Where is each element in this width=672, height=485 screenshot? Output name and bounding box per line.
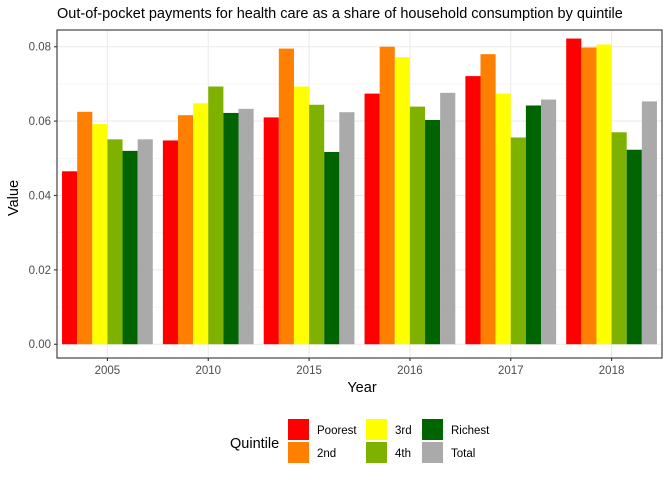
bar-richest-2005	[122, 150, 138, 345]
y-tick-label: 0.08	[29, 42, 51, 54]
legend-label-poorest: Poorest	[317, 425, 357, 437]
legend-title: Quintile	[230, 436, 279, 452]
bar-poorest-2010	[162, 140, 178, 345]
y-tick-label: 0.06	[29, 116, 51, 128]
bar-4th-2015	[309, 104, 325, 345]
bar-total-2015	[339, 112, 355, 345]
bar-2nd-2018	[581, 47, 597, 345]
bar-3rd-2018	[596, 44, 612, 345]
y-axis-label: Value	[6, 180, 22, 216]
bar-4th-2017	[510, 137, 526, 345]
bar-3rd-2016	[394, 57, 410, 345]
legend-label-3rd: 3rd	[395, 425, 412, 437]
legend-key-4th	[366, 442, 387, 463]
bar-2nd-2017	[480, 54, 496, 345]
x-tick-label: 2017	[498, 365, 524, 377]
x-tick-label: 2018	[599, 365, 625, 377]
x-tick-label: 2015	[296, 365, 322, 377]
bar-3rd-2017	[495, 93, 511, 345]
bar-richest-2015	[324, 151, 340, 345]
bar-total-2010	[238, 108, 254, 345]
bar-3rd-2015	[293, 86, 310, 345]
x-axis-label: Year	[347, 380, 376, 396]
bar-total-2017	[541, 99, 557, 345]
bar-richest-2016	[425, 119, 441, 345]
chart-title: Out-of-pocket payments for health care a…	[57, 6, 623, 22]
x-tick-label: 2010	[195, 365, 221, 377]
legend-key-total	[422, 442, 443, 463]
bar-richest-2018	[626, 149, 642, 345]
bar-total-2005	[137, 139, 153, 345]
y-tick-label: 0.04	[29, 190, 52, 202]
y-tick-label: 0.00	[29, 339, 51, 351]
legend-key-3rd	[366, 419, 387, 440]
legend-key-poorest	[288, 419, 309, 440]
bar-2nd-2016	[379, 46, 395, 345]
bar-2nd-2010	[178, 115, 194, 345]
legend-label-2nd: 2nd	[317, 448, 336, 460]
bar-4th-2005	[107, 139, 123, 345]
bar-richest-2010	[223, 112, 239, 345]
bar-total-2016	[440, 92, 456, 345]
legend-label-richest: Richest	[451, 425, 490, 437]
bar-poorest-2017	[465, 76, 481, 345]
legend-label-4th: 4th	[395, 448, 411, 460]
bar-3rd-2005	[92, 124, 108, 345]
bar-2nd-2015	[278, 48, 294, 345]
legend: Quintile Poorest 2nd 3rd 4th Richest Total	[230, 419, 490, 463]
bar-poorest-2018	[566, 38, 582, 345]
bar-poorest-2015	[263, 117, 279, 345]
bar-poorest-2016	[364, 93, 380, 345]
legend-key-richest	[422, 419, 443, 440]
x-axis: 2005 2010 2015 2016 2017 2018	[95, 358, 625, 377]
legend-label-total: Total	[451, 448, 475, 460]
bar-4th-2016	[409, 106, 426, 345]
bar-2nd-2005	[77, 111, 93, 345]
bar-richest-2017	[525, 105, 541, 345]
legend-key-2nd	[288, 442, 309, 463]
bar-poorest-2005	[62, 171, 78, 345]
bar-3rd-2010	[193, 103, 209, 345]
plot-panel	[56, 29, 663, 359]
y-tick-label: 0.02	[29, 265, 51, 277]
x-tick-label: 2016	[397, 365, 423, 377]
y-axis: 0.00 0.02 0.04 0.06 0.08	[29, 42, 57, 351]
x-tick-label: 2005	[95, 365, 121, 377]
bar-total-2018	[641, 101, 657, 345]
bar-4th-2010	[208, 86, 224, 345]
bar-4th-2018	[611, 132, 627, 345]
